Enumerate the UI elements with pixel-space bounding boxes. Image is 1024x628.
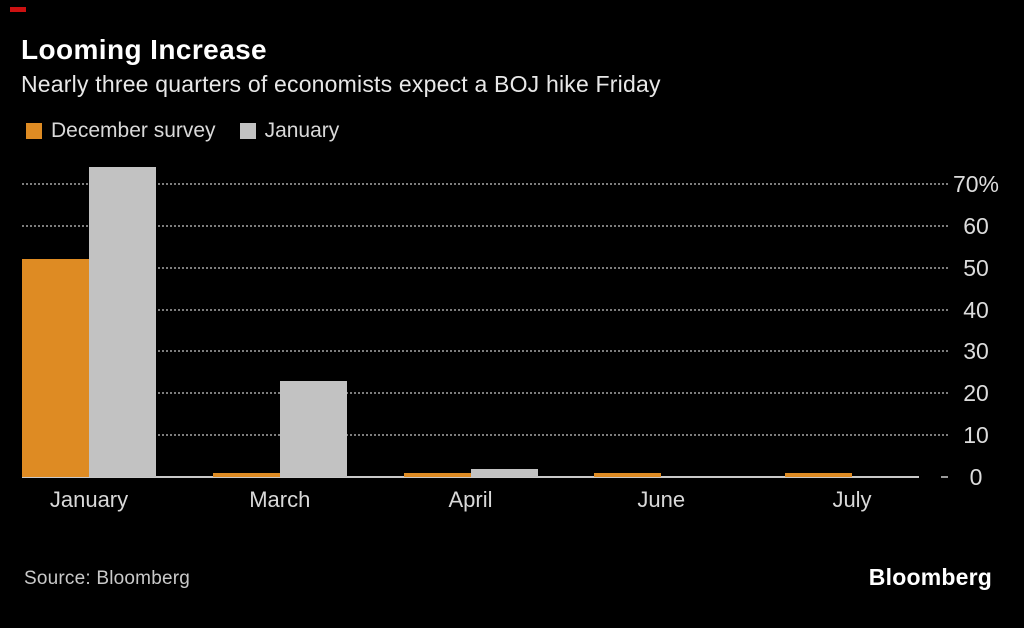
legend: December survey January — [26, 119, 339, 143]
x-axis-label-april: April — [448, 487, 493, 512]
y-tick-label-50: 50 — [963, 254, 989, 281]
y-tick-label-30: 30 — [963, 338, 989, 365]
bloomberg-logo: Bloomberg — [868, 564, 992, 590]
bar-december-survey-june — [594, 472, 662, 477]
legend-item-december-survey: December survey — [26, 119, 216, 143]
gridline-50 — [22, 266, 948, 269]
gridline-40 — [22, 308, 948, 311]
source-text: Source: Bloomberg — [24, 568, 191, 589]
legend-swatch-december-icon — [26, 123, 42, 139]
legend-item-january: January — [239, 119, 340, 143]
legend-label-december-survey: December survey — [51, 119, 216, 142]
zero-tick-dash — [941, 476, 948, 478]
bar-january-january — [89, 167, 156, 477]
gridline-20 — [22, 392, 948, 395]
bar-december-survey-april — [403, 472, 471, 477]
y-tick-label-20: 20 — [963, 380, 989, 407]
red-marker-icon — [10, 7, 26, 12]
gridline-10 — [22, 434, 948, 437]
x-axis-baseline — [22, 476, 919, 478]
legend-swatch-january-icon — [239, 123, 256, 139]
bar-december-survey-july — [785, 472, 852, 477]
gridline-60 — [22, 224, 948, 227]
gridline-30 — [22, 350, 948, 353]
gridline-70 — [22, 183, 948, 185]
chart-subtitle: Nearly three quarters of economists expe… — [21, 71, 661, 97]
bar-january-april — [470, 468, 538, 477]
chart-title: Looming Increase — [21, 34, 268, 65]
bar-december-survey-january — [22, 259, 89, 477]
x-axis-label-march: March — [249, 487, 311, 512]
y-tick-label-10: 10 — [963, 422, 989, 449]
bar-december-survey-march — [212, 472, 280, 477]
x-axis-label-july: July — [832, 487, 872, 512]
y-tick-label-70: 70% — [952, 171, 1000, 197]
y-tick-label-0: 0 — [969, 464, 983, 490]
x-axis-label-january: January — [49, 487, 129, 512]
y-tick-label-60: 60 — [963, 212, 989, 239]
y-tick-label-40: 40 — [963, 296, 989, 323]
legend-label-january: January — [264, 119, 340, 142]
bar-january-march — [279, 380, 347, 477]
x-axis-label-june: June — [637, 487, 686, 512]
